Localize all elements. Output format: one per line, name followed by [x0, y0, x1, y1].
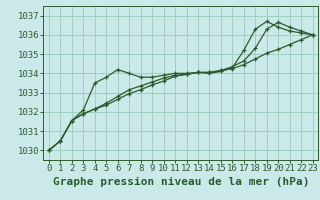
X-axis label: Graphe pression niveau de la mer (hPa): Graphe pression niveau de la mer (hPa) [52, 177, 309, 187]
